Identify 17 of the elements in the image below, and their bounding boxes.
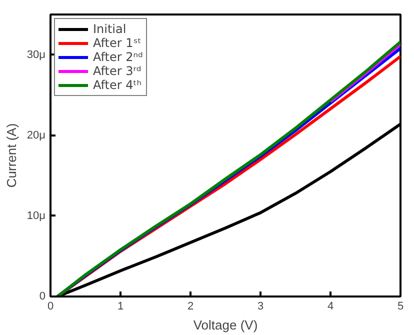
legend-label: After 2ⁿᵈ	[93, 50, 143, 64]
x-tick-label: 2	[187, 300, 194, 312]
x-tick-label: 1	[117, 300, 124, 312]
legend-label: After 1ˢᵗ	[93, 36, 142, 50]
y-axis-title: Current (A)	[4, 123, 19, 188]
x-tick-label: 3	[257, 300, 264, 312]
x-tick-label: 4	[327, 300, 334, 312]
x-axis-title: Voltage (V)	[193, 318, 258, 332]
y-tick-label: 30μ	[26, 48, 46, 61]
legend-label: Initial	[93, 22, 126, 36]
legend-label: After 4ᵗʰ	[93, 78, 142, 92]
y-tick-label: 10μ	[26, 210, 46, 222]
y-tick-label: 20μ	[26, 129, 46, 142]
legend-label: After 3ʳᵈ	[93, 64, 142, 78]
y-tick-label: 0	[39, 290, 46, 302]
x-tick-label: 5	[397, 300, 404, 312]
x-tick-label: 0	[47, 300, 54, 312]
